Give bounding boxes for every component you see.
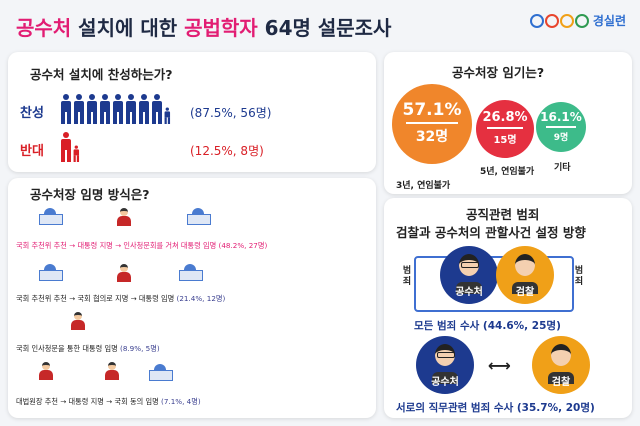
prosecution-tag: 검찰 xyxy=(515,287,535,298)
method-question: 공수처장 임명 방식은? xyxy=(30,187,150,202)
term-3-label: 기타 xyxy=(554,163,571,173)
option-mutual-crimes: 서로의 직무관련 범죄 수사 (35.7%, 20명) xyxy=(396,402,595,414)
national-assembly-icon xyxy=(38,208,63,225)
person-icon xyxy=(164,107,171,124)
national-assembly-icon xyxy=(178,264,203,281)
cio-badge-2: 공수처 xyxy=(416,336,474,394)
term-panel: 공수처장 임기는? 57.1% 32명 3년, 연임불가 26.8% 15명 5… xyxy=(384,52,632,194)
route-3: 국회 인사청문을 통한 대통령 임명 (8.9%, 5명) xyxy=(16,344,160,353)
person-icon xyxy=(99,94,111,124)
national-assembly-icon xyxy=(186,208,211,225)
term-circle-1: 57.1% 32명 xyxy=(392,84,472,164)
method-panel: 공수처장 임명 방식은? 국회 추천위 추천 → 대통령 지명 → 인사청문회를… xyxy=(8,178,376,418)
term-1-label: 3년, 연임불가 xyxy=(396,181,451,191)
person-icon xyxy=(151,94,163,124)
term-2-count: 15명 xyxy=(493,135,517,146)
term-1-count: 32명 xyxy=(415,129,449,145)
route-1: 국회 추천위 추천 → 대통령 지명 → 인사청문회를 거쳐 대통령 임명 (4… xyxy=(16,241,268,250)
all-crimes-frame xyxy=(414,256,574,312)
left-crime-label: 범죄 xyxy=(402,266,412,287)
national-assembly-icon xyxy=(148,364,173,381)
person-icon xyxy=(112,94,124,124)
jurisdiction-title-1: 공직관련 범죄 xyxy=(466,207,540,222)
prosecution-badge: 검찰 xyxy=(496,246,554,304)
logo-name: 경실련 xyxy=(592,14,626,28)
option-all-crimes: 모든 범죄 수사 (44.6%, 25명) xyxy=(414,320,561,332)
no-value: (12.5%, 8명) xyxy=(190,144,264,158)
right-crime-label: 범죄 xyxy=(574,266,584,287)
person-icon xyxy=(60,94,72,124)
term-2-pct: 26.8% xyxy=(482,110,528,125)
person-icon xyxy=(73,94,85,124)
person-icon xyxy=(73,145,80,162)
jurisdiction-title-2: 검찰과 공수처의 관할사건 설정 방향 xyxy=(396,225,586,240)
term-circle-3: 16.1% 9명 xyxy=(536,102,586,152)
jurisdiction-panel: 공직관련 범죄 검찰과 공수처의 관할사건 설정 방향 범죄 범죄 공수처 검찰… xyxy=(384,198,632,418)
support-question: 공수처 설치에 찬성하는가? xyxy=(30,67,173,82)
page-title: 공수처 설치에 대한 공법학자 64명 설문조사 xyxy=(16,16,392,40)
yes-label: 찬성 xyxy=(20,106,44,121)
logo: 경실련 xyxy=(529,12,626,29)
no-people-icons xyxy=(60,132,85,162)
president-icon xyxy=(116,208,132,226)
term-3-pct: 16.1% xyxy=(540,110,582,124)
person-icon xyxy=(138,94,150,124)
logo-mark xyxy=(529,13,589,28)
person-icon xyxy=(86,94,98,124)
cio-tag: 공수처 xyxy=(455,287,483,298)
term-1-pct: 57.1% xyxy=(402,100,462,120)
person-icon xyxy=(125,94,137,124)
national-assembly-icon xyxy=(38,264,63,281)
term-circle-2: 26.8% 15명 xyxy=(476,100,534,158)
chief-justice-icon xyxy=(38,362,54,380)
president-icon xyxy=(116,264,132,282)
president-icon xyxy=(104,362,120,380)
no-label: 반대 xyxy=(20,144,44,159)
yes-value: (87.5%, 56명) xyxy=(190,106,272,120)
double-arrow-icon: ⟷ xyxy=(488,356,511,375)
prosecution-badge-2: 검찰 xyxy=(532,336,590,394)
president-icon xyxy=(70,312,86,330)
term-3-count: 9명 xyxy=(553,133,569,143)
support-panel: 공수처 설치에 찬성하는가? 찬성 (87.5%, 56명) 반대 (12.5%… xyxy=(8,52,376,172)
route-2: 국회 추천위 추천 → 국회 협의로 지명 → 대통령 임명 (21.4%, 1… xyxy=(16,294,226,303)
term-question: 공수처장 임기는? xyxy=(452,65,545,80)
person-icon xyxy=(60,132,72,162)
yes-people-icons xyxy=(60,94,176,124)
route-4: 대법원장 추천 → 대통령 지명 → 국회 동의 임명 (7.1%, 4명) xyxy=(16,397,201,406)
term-2-label: 5년, 연임불가 xyxy=(480,167,535,177)
cio-badge: 공수처 xyxy=(440,246,498,304)
